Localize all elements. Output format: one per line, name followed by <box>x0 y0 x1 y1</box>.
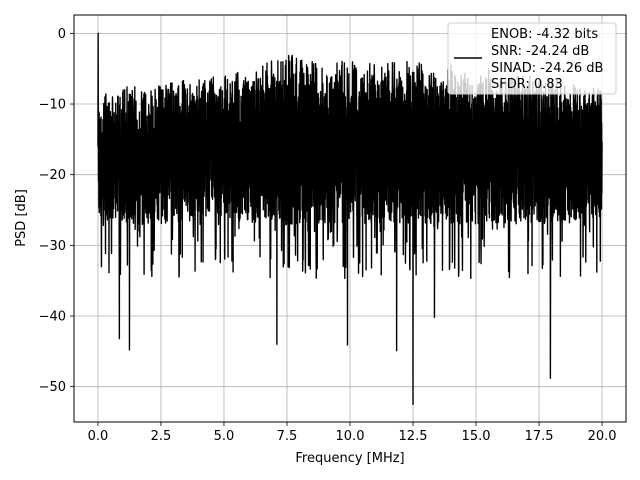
x-tick-label: 2.5 <box>151 429 172 444</box>
y-tick-label: 0 <box>58 27 66 42</box>
x-tick-label: 0.0 <box>88 429 109 444</box>
y-tick-label: −10 <box>39 98 66 113</box>
x-tick-label: 15.0 <box>462 429 491 444</box>
y-tick-label: −30 <box>39 239 66 254</box>
x-axis-ticks: 0.0 2.5 5.0 7.5 10.0 12.5 15.0 17.5 20.0 <box>88 422 617 444</box>
x-axis-label: Frequency [MHz] <box>295 451 404 466</box>
legend: ENOB: -4.32 bits SNR: -24.24 dB SINAD: -… <box>447 22 617 95</box>
legend-enob: ENOB: -4.32 bits <box>491 27 598 42</box>
x-tick-label: 7.5 <box>277 429 298 444</box>
y-axis-label: PSD [dB] <box>14 189 29 247</box>
y-tick-label: −40 <box>39 310 66 325</box>
x-tick-label: 12.5 <box>399 429 428 444</box>
x-tick-label: 10.0 <box>336 429 365 444</box>
legend-sinad: SINAD: -24.26 dB <box>491 61 603 76</box>
legend-snr: SNR: -24.24 dB <box>491 44 589 59</box>
y-axis-ticks: 0 −10 −20 −30 −40 −50 <box>39 27 74 395</box>
y-tick-label: −20 <box>39 168 66 183</box>
legend-box <box>447 22 617 95</box>
x-tick-label: 5.0 <box>214 429 235 444</box>
legend-sfdr: SFDR: 0.83 <box>491 77 563 92</box>
y-tick-label: −50 <box>39 380 66 395</box>
x-tick-label: 20.0 <box>588 429 617 444</box>
x-tick-label: 17.5 <box>525 429 554 444</box>
